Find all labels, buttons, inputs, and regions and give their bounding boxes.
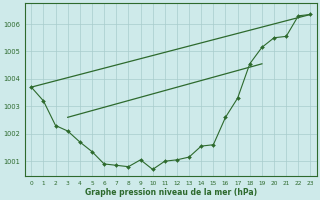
X-axis label: Graphe pression niveau de la mer (hPa): Graphe pression niveau de la mer (hPa) [85,188,257,197]
